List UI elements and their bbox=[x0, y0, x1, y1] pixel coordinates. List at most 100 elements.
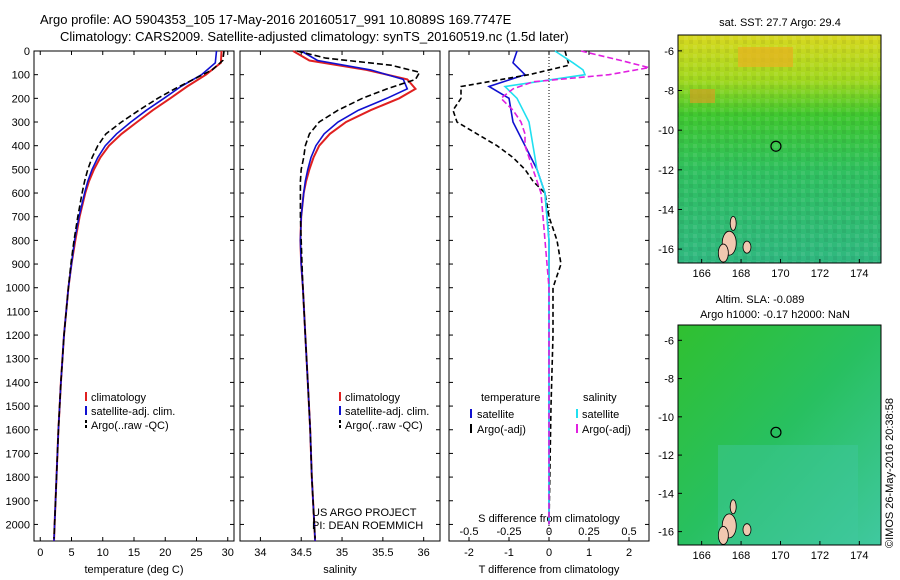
top-tick-label: 0.25 bbox=[578, 526, 599, 538]
salinity-panel: 34 34.5 35 35.5 36 salinity bbox=[239, 50, 441, 576]
y-tick-label: 200 bbox=[12, 93, 30, 105]
x-tick-label: 34.5 bbox=[291, 547, 312, 559]
legend-label: satellite-adj. clim. bbox=[91, 406, 175, 418]
map-y-tick-label: -10 bbox=[658, 412, 674, 424]
y-tick-label: 1400 bbox=[6, 377, 30, 389]
warm-patch bbox=[738, 47, 793, 67]
y-tick-label: 1900 bbox=[6, 496, 30, 508]
sst-map: 166 168 170 172 174 -6 -8 -10 -12 -14 -16 bbox=[658, 34, 882, 280]
map-x-tick-label: 172 bbox=[811, 550, 829, 562]
map-x-tick-label: 166 bbox=[692, 268, 710, 280]
y-tick-label: 1800 bbox=[6, 472, 30, 484]
cool-patch bbox=[718, 445, 858, 545]
legend-label: Argo(..raw -QC) bbox=[91, 420, 169, 432]
map-y-tick-label: -16 bbox=[658, 244, 674, 256]
y-tick-label: 0 bbox=[24, 46, 30, 58]
top-tick-label: -0.5 bbox=[460, 526, 479, 538]
y-tick-label: 1500 bbox=[6, 401, 30, 413]
float-position-marker bbox=[770, 140, 782, 152]
y-tick-label: 400 bbox=[12, 141, 30, 153]
x-tick-label: 25 bbox=[190, 547, 202, 559]
sla-map-frame bbox=[677, 324, 882, 546]
sla-map: 166 168 170 172 174 -6 -8 -10 -12 -14 -16 bbox=[658, 324, 882, 562]
series-line bbox=[499, 50, 650, 525]
series-line bbox=[452, 50, 570, 525]
island bbox=[729, 499, 737, 515]
map-x-tick-label: 174 bbox=[850, 550, 868, 562]
map-title: sat. SST: 27.7 Argo: 29.4 bbox=[719, 17, 841, 29]
legend-label: satellite bbox=[582, 409, 619, 421]
map-y-tick-label: -14 bbox=[658, 204, 674, 216]
top-tick-label: 0.5 bbox=[621, 526, 636, 538]
map-y-tick-label: -10 bbox=[658, 125, 674, 137]
y-tick-label: 1300 bbox=[6, 354, 30, 366]
x-tick-label: 10 bbox=[97, 547, 109, 559]
map-x-tick-label: 172 bbox=[811, 268, 829, 280]
island bbox=[717, 526, 729, 545]
map-y-tick-label: -16 bbox=[658, 527, 674, 539]
legend-label: climatology bbox=[91, 392, 147, 404]
map-y-tick-label: -8 bbox=[664, 86, 674, 98]
x-tick-label: 0 bbox=[546, 547, 552, 559]
map-y-tick-label: -12 bbox=[658, 450, 674, 462]
legend-label: satellite-adj. clim. bbox=[345, 406, 429, 418]
x-tick-label: 35.5 bbox=[372, 547, 393, 559]
x-tick-label: 36 bbox=[418, 547, 430, 559]
y-tick-label: 1700 bbox=[6, 448, 30, 460]
x-axis-label: temperature (deg C) bbox=[84, 564, 183, 576]
x-tick-label: -1 bbox=[504, 547, 514, 559]
y-tick-label: 1600 bbox=[6, 425, 30, 437]
map-x-tick-label: 168 bbox=[732, 550, 750, 562]
credit-line: US ARGO PROJECT bbox=[312, 507, 417, 519]
map-y-tick-label: -8 bbox=[664, 374, 674, 386]
x-tick-label: 5 bbox=[68, 547, 74, 559]
y-tick-label: 100 bbox=[12, 70, 30, 82]
island bbox=[729, 215, 737, 231]
map-y-tick-label: -12 bbox=[658, 165, 674, 177]
x-tick-label: 35 bbox=[336, 547, 348, 559]
series-line bbox=[503, 50, 587, 525]
y-tick-label: 600 bbox=[12, 188, 30, 200]
map-y-tick-label: -6 bbox=[664, 46, 674, 58]
legend-label: Argo(..raw -QC) bbox=[345, 420, 423, 432]
difference-panel: -2 -1 0 1 2-0.5 -0.25 0 0.25 0.5S difference fro… bbox=[448, 50, 650, 576]
chart-title: Argo profile: AO 5904353_105 17-May-2016… bbox=[40, 12, 512, 27]
float-position-marker bbox=[770, 426, 782, 438]
y-tick-label: 2000 bbox=[6, 519, 30, 531]
map-x-tick-label: 170 bbox=[771, 268, 789, 280]
x-tick-label: 1 bbox=[586, 547, 592, 559]
sst-map-frame bbox=[677, 34, 882, 264]
y-tick-label: 900 bbox=[12, 259, 30, 271]
map-x-tick-label: 174 bbox=[850, 268, 868, 280]
island bbox=[717, 243, 729, 263]
legend-label: climatology bbox=[345, 392, 401, 404]
legend-label: Argo(-adj) bbox=[477, 424, 526, 436]
top-tick-label: -0.25 bbox=[496, 526, 521, 538]
top-tick-label: 0 bbox=[546, 526, 552, 538]
x-axis-label: T difference from climatology bbox=[479, 564, 620, 576]
y-tick-label: 1000 bbox=[6, 283, 30, 295]
y-tick-label: 1100 bbox=[6, 306, 30, 318]
credit-line: PI: DEAN ROEMMICH bbox=[312, 520, 423, 532]
map-y-tick-label: -14 bbox=[658, 488, 674, 500]
y-tick-label: 300 bbox=[12, 117, 30, 129]
y-tick-label: 1200 bbox=[6, 330, 30, 342]
map-title: Argo h1000: -0.17 h2000: NaN bbox=[700, 309, 850, 321]
map-x-tick-label: 168 bbox=[732, 268, 750, 280]
map-x-tick-label: 166 bbox=[692, 550, 710, 562]
x-tick-label: 15 bbox=[128, 547, 140, 559]
island bbox=[742, 523, 752, 537]
series-line bbox=[53, 50, 225, 539]
x-tick-label: 2 bbox=[626, 547, 632, 559]
series-line bbox=[299, 50, 409, 542]
chart-subtitle: Climatology: CARS2009. Satellite-adjuste… bbox=[60, 29, 569, 44]
warm-patch bbox=[690, 89, 715, 103]
map-title: Altim. SLA: -0.089 bbox=[716, 294, 805, 306]
island bbox=[742, 240, 752, 254]
y-tick-label: 800 bbox=[12, 235, 30, 247]
x-axis-label: salinity bbox=[323, 564, 357, 576]
legend-label: satellite bbox=[477, 409, 514, 421]
salinity-plot-frame bbox=[239, 50, 441, 542]
x-tick-label: -2 bbox=[464, 547, 474, 559]
